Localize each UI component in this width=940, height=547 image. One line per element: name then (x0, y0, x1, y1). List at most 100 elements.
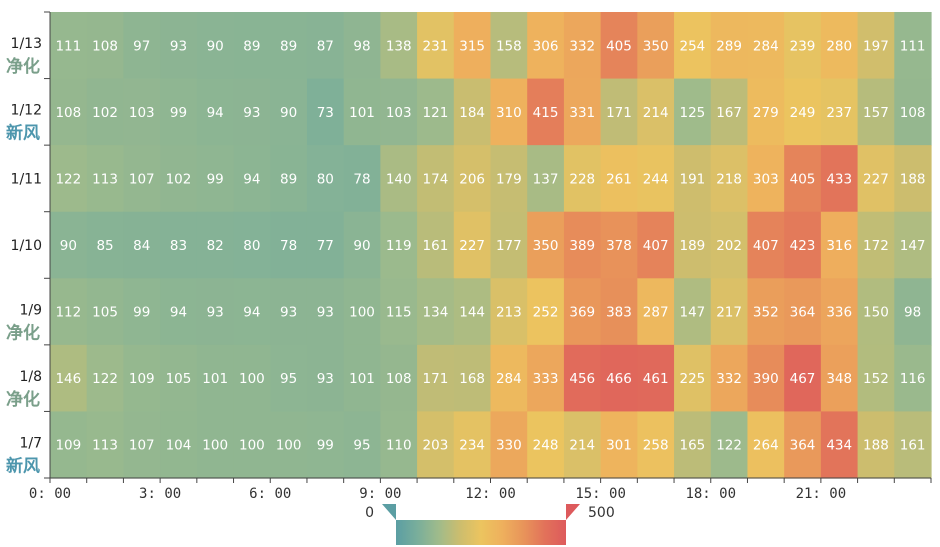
heatmap-cell[interactable] (637, 411, 675, 479)
heatmap-cell[interactable] (50, 145, 88, 213)
heatmap-cell[interactable] (380, 411, 418, 479)
heatmap-cell[interactable] (380, 278, 418, 346)
heatmap-cell[interactable] (894, 78, 932, 146)
heatmap-cell[interactable] (417, 145, 455, 213)
heatmap-cell[interactable] (637, 344, 675, 413)
heatmap-cell[interactable] (160, 211, 198, 279)
heatmap-cell[interactable] (86, 278, 125, 346)
heatmap-cell[interactable] (123, 344, 161, 413)
heatmap-cell[interactable] (417, 344, 455, 413)
heatmap-cell[interactable] (453, 12, 492, 80)
heatmap-cell[interactable] (637, 211, 675, 279)
heatmap-cell[interactable] (600, 344, 638, 413)
heatmap-cell[interactable] (306, 145, 345, 213)
heatmap-cell[interactable] (453, 344, 492, 413)
heatmap-cell[interactable] (50, 411, 88, 479)
heatmap-cell[interactable] (306, 278, 345, 346)
heatmap-cell[interactable] (600, 411, 638, 479)
heatmap-cell[interactable] (857, 344, 895, 413)
heatmap-cell[interactable] (674, 78, 712, 146)
heatmap-cell[interactable] (270, 344, 308, 413)
heatmap-cell[interactable] (820, 344, 859, 413)
heatmap-cell[interactable] (747, 12, 785, 80)
heatmap-cell[interactable] (674, 12, 712, 80)
heatmap-cell[interactable] (674, 411, 712, 479)
visual-map-min-handle[interactable] (382, 504, 396, 520)
heatmap-cell[interactable] (160, 278, 198, 346)
heatmap-cell[interactable] (160, 344, 198, 413)
heatmap-cell[interactable] (270, 211, 308, 279)
heatmap-cell[interactable] (490, 145, 528, 213)
heatmap-cell[interactable] (563, 411, 602, 479)
heatmap-cell[interactable] (196, 211, 235, 279)
heatmap-cell[interactable] (600, 278, 638, 346)
heatmap-cell[interactable] (86, 411, 125, 479)
heatmap-cell[interactable] (857, 145, 895, 213)
heatmap-cell[interactable] (710, 145, 749, 213)
heatmap-cell[interactable] (674, 145, 712, 213)
heatmap-cell[interactable] (270, 411, 308, 479)
heatmap-cell[interactable] (674, 344, 712, 413)
heatmap-cell[interactable] (86, 344, 125, 413)
heatmap-cell[interactable] (710, 12, 749, 80)
heatmap-cell[interactable] (563, 12, 602, 80)
heatmap-cell[interactable] (490, 78, 528, 146)
heatmap-cell[interactable] (160, 411, 198, 479)
heatmap-cell[interactable] (857, 12, 895, 80)
heatmap-cell[interactable] (86, 12, 125, 80)
heatmap-cell[interactable] (600, 145, 638, 213)
heatmap-cell[interactable] (50, 344, 88, 413)
heatmap-cell[interactable] (343, 12, 381, 80)
heatmap-cell[interactable] (160, 12, 198, 80)
heatmap-cell[interactable] (637, 278, 675, 346)
heatmap-cell[interactable] (784, 211, 822, 279)
visual-map-legend[interactable]: 0 500 (365, 504, 615, 545)
heatmap-cell[interactable] (600, 211, 638, 279)
heatmap-cell[interactable] (857, 411, 895, 479)
heatmap-cell[interactable] (380, 145, 418, 213)
heatmap-cell[interactable] (490, 411, 528, 479)
heatmap-cell[interactable] (417, 278, 455, 346)
heatmap-cell[interactable] (233, 12, 271, 80)
heatmap-cell[interactable] (563, 78, 602, 146)
heatmap-cell[interactable] (747, 211, 785, 279)
heatmap-cell[interactable] (123, 211, 161, 279)
heatmap-cell[interactable] (527, 211, 565, 279)
heatmap-cell[interactable] (784, 78, 822, 146)
heatmap-cell[interactable] (894, 411, 932, 479)
heatmap-cell[interactable] (233, 211, 271, 279)
heatmap-cell[interactable] (563, 278, 602, 346)
heatmap-cell[interactable] (196, 278, 235, 346)
heatmap-cell[interactable] (527, 12, 565, 80)
heatmap-cell[interactable] (820, 145, 859, 213)
heatmap-cell[interactable] (784, 344, 822, 413)
heatmap-cell[interactable] (674, 211, 712, 279)
heatmap-cell[interactable] (820, 278, 859, 346)
heatmap-cell[interactable] (343, 78, 381, 146)
heatmap-cell[interactable] (820, 12, 859, 80)
heatmap-cell[interactable] (417, 211, 455, 279)
heatmap-cell[interactable] (123, 78, 161, 146)
heatmap-cell[interactable] (417, 78, 455, 146)
heatmap-cell[interactable] (527, 145, 565, 213)
heatmap-cell[interactable] (233, 145, 271, 213)
visual-map-gradient-bar[interactable] (396, 520, 566, 545)
heatmap-cell[interactable] (453, 78, 492, 146)
heatmap-cell[interactable] (820, 211, 859, 279)
heatmap-cell[interactable] (160, 78, 198, 146)
heatmap-cell[interactable] (123, 411, 161, 479)
heatmap-cell[interactable] (50, 211, 88, 279)
heatmap-cell[interactable] (894, 12, 932, 80)
heatmap-cell[interactable] (50, 12, 88, 80)
heatmap-cell[interactable] (270, 12, 308, 80)
heatmap-cell[interactable] (306, 411, 345, 479)
heatmap-cell[interactable] (380, 12, 418, 80)
heatmap-cell[interactable] (563, 344, 602, 413)
heatmap-cell[interactable] (894, 344, 932, 413)
heatmap-cell[interactable] (857, 78, 895, 146)
heatmap-cell[interactable] (343, 211, 381, 279)
heatmap-cell[interactable] (490, 211, 528, 279)
heatmap-cell[interactable] (123, 12, 161, 80)
heatmap-cell[interactable] (343, 344, 381, 413)
heatmap-cell[interactable] (233, 344, 271, 413)
